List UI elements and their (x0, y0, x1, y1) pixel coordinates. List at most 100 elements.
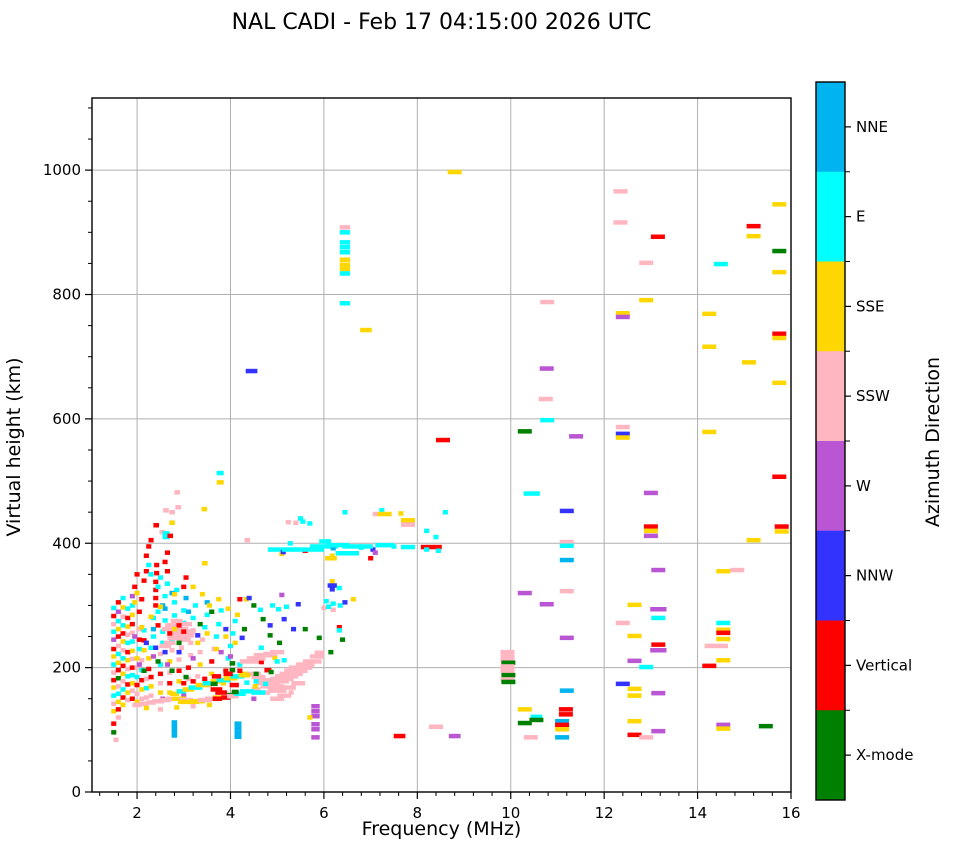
data-point-e (244, 680, 250, 685)
data-point-nnw (615, 431, 630, 437)
data-point-sse (177, 699, 199, 705)
data-point-nne (559, 688, 574, 693)
data-point-vertical (111, 677, 117, 683)
data-point-w (650, 607, 667, 612)
data-point-ssw (267, 688, 287, 693)
data-point-ssw (163, 640, 176, 646)
x-axis-label: Frequency (MHz) (361, 818, 522, 840)
data-point-e (287, 541, 293, 546)
data-point-vertical (368, 556, 374, 561)
x-tick-label: 4 (226, 804, 236, 822)
data-point-vertical (393, 733, 406, 739)
data-point-ssw (540, 299, 555, 305)
data-point-vertical (111, 721, 117, 726)
data-point-ssw (277, 685, 296, 690)
data-point-x-mode (316, 635, 322, 641)
data-point-x-mode (772, 248, 787, 254)
colorbar-tick-label: Vertical (856, 656, 912, 674)
data-point-ssw (152, 699, 164, 704)
data-point-vertical (154, 570, 160, 576)
data-point-ssw (159, 697, 171, 703)
data-point-vertical (555, 722, 570, 728)
data-point-vertical (148, 674, 154, 680)
data-point-e (298, 516, 304, 521)
data-point-e (162, 534, 170, 540)
data-point-sse (132, 600, 138, 605)
data-point-x-mode (197, 621, 203, 627)
data-point-ssw (132, 702, 142, 708)
data-point-vertical (162, 559, 168, 565)
data-point-e (202, 625, 208, 630)
data-point-vertical (154, 562, 160, 568)
data-point-vertical (420, 544, 442, 550)
data-point-sse (615, 435, 630, 440)
data-point-e (120, 687, 126, 692)
data-point-w (251, 696, 257, 701)
data-point-vertical (146, 544, 152, 549)
data-point-vertical (181, 629, 187, 634)
data-point-nne (555, 718, 570, 724)
data-point-ssw (146, 700, 156, 705)
data-point-ssw (639, 735, 654, 740)
data-points-layer (111, 169, 789, 743)
data-point-vertical (209, 659, 215, 664)
colorbar-tick-label: SSE (856, 297, 885, 315)
data-point-e (339, 301, 351, 306)
colorbar-swatch-e (816, 171, 845, 262)
data-point-sse (125, 624, 131, 629)
data-point-ssw (330, 607, 336, 613)
plot-frame (91, 97, 792, 793)
data-point-e (115, 651, 121, 657)
data-point-vertical (129, 665, 135, 670)
data-point-ssw (246, 656, 266, 661)
data-point-x-mode (210, 681, 218, 687)
y-tick-label: 0 (71, 783, 81, 801)
data-point-ssw (169, 648, 175, 653)
data-point-x-mode (115, 676, 121, 681)
data-point-nnw (295, 602, 301, 607)
data-point-e (218, 608, 224, 613)
data-point-ssw (165, 623, 180, 628)
data-point-nnw (223, 626, 229, 632)
data-point-ssw (291, 681, 306, 686)
data-point-e (716, 620, 731, 626)
data-point-vertical (141, 578, 147, 583)
data-point-sse (223, 634, 229, 639)
data-point-nnw (559, 508, 574, 514)
data-point-vertical (650, 234, 665, 239)
data-point-ssw (134, 665, 140, 670)
data-point-vertical (143, 569, 149, 574)
data-point-vertical (774, 524, 789, 529)
data-point-ssw (197, 649, 203, 655)
data-point-sse (134, 699, 140, 705)
data-point-ssw (279, 671, 303, 677)
data-point-x-mode (340, 637, 346, 642)
data-point-sse (555, 727, 570, 732)
data-point-e (111, 605, 117, 611)
data-point-nne (171, 720, 178, 725)
data-point-vertical (436, 437, 450, 443)
data-point-w (651, 567, 666, 573)
data-point-e (253, 679, 259, 684)
colorbar-swatch-ssw (816, 351, 845, 442)
data-point-e (148, 572, 154, 577)
data-point-ssw (167, 635, 182, 641)
data-point-vertical (167, 533, 173, 539)
data-point-x-mode (501, 672, 516, 678)
data-point-vertical (153, 603, 159, 608)
data-point-sse (146, 656, 152, 661)
data-point-e (257, 607, 263, 613)
data-point-e (433, 534, 439, 540)
data-point-sse (225, 606, 231, 611)
data-point-e (342, 510, 348, 515)
data-point-x-mode (251, 603, 257, 608)
data-point-vertical (215, 690, 227, 695)
data-point-e (435, 548, 441, 553)
data-point-sse (716, 658, 731, 663)
data-point-e (330, 601, 336, 606)
data-point-vertical (210, 687, 223, 692)
data-point-e (111, 629, 117, 634)
data-point-ssw (163, 508, 169, 513)
data-point-sse (350, 597, 356, 602)
data-point-x-mode (241, 626, 247, 632)
